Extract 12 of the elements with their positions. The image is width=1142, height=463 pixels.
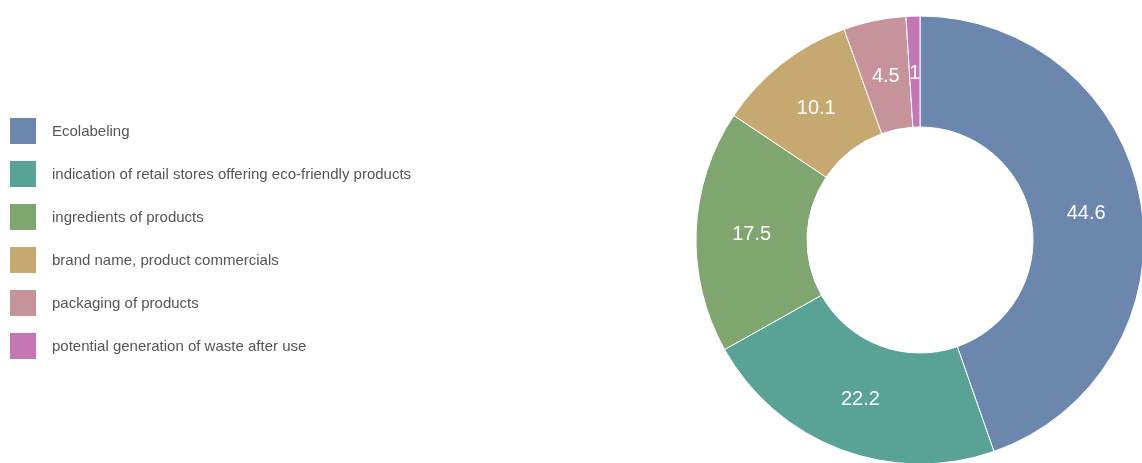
- legend-label: brand name, product commercials: [52, 251, 279, 269]
- legend-label: potential generation of waste after use: [52, 337, 307, 355]
- data-label: 4.5: [871, 64, 900, 87]
- data-label: 22.2: [840, 386, 880, 409]
- legend-label: packaging of products: [52, 294, 199, 312]
- legend-label: Ecolabeling: [52, 122, 130, 140]
- legend-label: indication of retail stores offering eco-friendly products: [52, 165, 412, 183]
- data-label: 17.5: [732, 222, 772, 245]
- legend-label: ingredients of products: [52, 208, 204, 226]
- data-label: 10.1: [796, 96, 836, 119]
- data-label: 44.6: [1066, 200, 1106, 223]
- data-label: 1: [909, 60, 921, 83]
